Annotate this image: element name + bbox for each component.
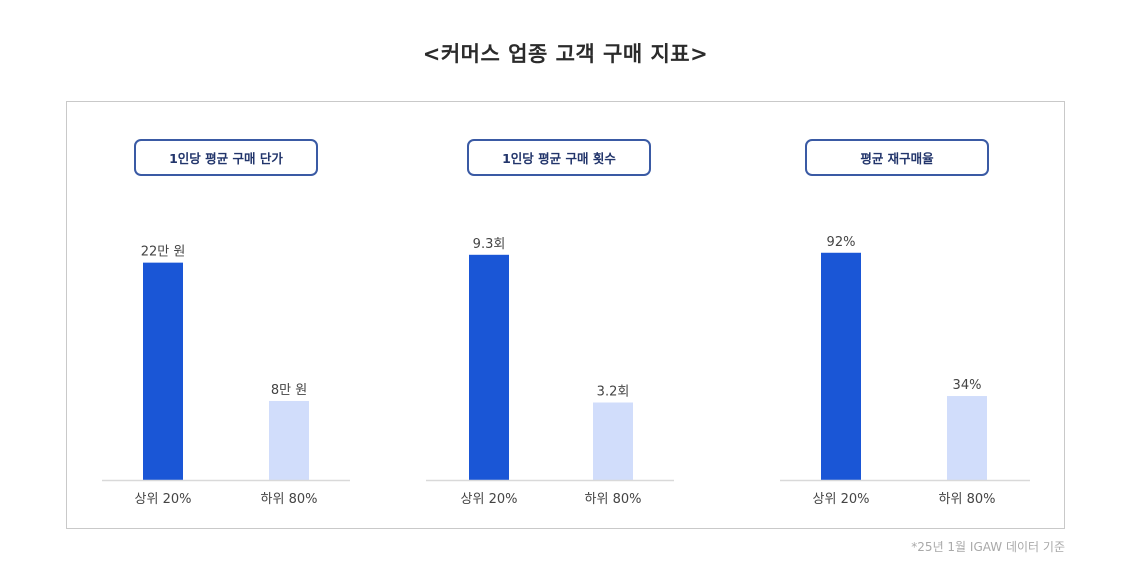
- chart-title-pill: 평균 재구매율: [805, 139, 989, 176]
- bar-chart-repurchase-rate: 92% 상위 20% 34% 하위 80%: [780, 235, 1030, 507]
- data-label: 9.3회: [473, 237, 506, 252]
- category-label: 하위 80%: [939, 492, 996, 507]
- bar-bottom-80: [269, 400, 309, 480]
- bar-top-20: [143, 262, 183, 480]
- bar-bottom-80: [947, 396, 987, 480]
- category-label: 상위 20%: [813, 492, 870, 507]
- bar-bottom-80: [593, 402, 633, 480]
- chart-panel-repurchase-rate: 평균 재구매율 92% 상위 20% 34% 하위 80%: [780, 101, 1030, 529]
- data-label: 22만 원: [141, 245, 186, 260]
- category-label: 상위 20%: [461, 492, 518, 507]
- category-label: 하위 80%: [261, 492, 318, 507]
- category-label: 상위 20%: [135, 492, 192, 507]
- chart-title-pill: 1인당 평균 구매 횟수: [467, 139, 651, 176]
- data-label: 3.2회: [597, 385, 630, 400]
- data-label: 8만 원: [271, 383, 307, 398]
- page-title: <커머스 업종 고객 구매 지표>: [422, 42, 709, 66]
- category-label: 하위 80%: [585, 492, 642, 507]
- data-label: 34%: [953, 378, 982, 393]
- chart-frame: [66, 101, 1065, 529]
- chart-title-pill: 1인당 평균 구매 단가: [134, 139, 318, 176]
- footnote: *25년 1월 IGAW 데이터 기준: [911, 540, 1065, 554]
- data-label: 92%: [827, 235, 856, 250]
- bar-top-20: [469, 254, 509, 480]
- bar-chart-purchase-price: 22만 원상위 20% 8만 원하위 80%: [102, 245, 350, 507]
- bar-top-20: [821, 252, 861, 480]
